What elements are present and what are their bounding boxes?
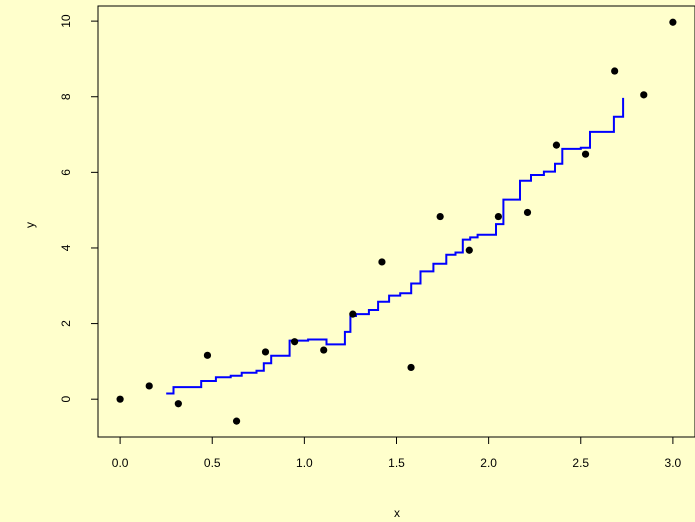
data-point	[669, 18, 677, 26]
data-point	[640, 91, 648, 99]
data-point	[320, 346, 328, 354]
data-point	[436, 212, 444, 221]
data-point	[465, 246, 473, 254]
y-axis: 0 2 4 6 8 10	[59, 14, 99, 403]
y-tick-label: 0	[59, 396, 73, 403]
x-tick-label: 1.5	[388, 456, 405, 470]
data-point	[145, 382, 153, 390]
data-point	[349, 310, 357, 318]
data-point	[378, 258, 386, 266]
data-point	[291, 338, 299, 346]
data-point	[232, 417, 241, 425]
x-tick-label: 3.0	[665, 456, 682, 470]
data-point	[261, 348, 270, 356]
data-point	[116, 395, 124, 403]
x-tick-label: 2.0	[480, 456, 497, 470]
step-line	[166, 97, 625, 395]
step-line-series	[166, 97, 625, 395]
y-tick-label: 10	[59, 14, 73, 28]
data-point	[494, 212, 502, 221]
data-point	[552, 141, 561, 149]
y-tick-label: 2	[59, 320, 73, 327]
x-tick-label: 1.0	[296, 456, 313, 470]
x-tick-label: 0.5	[204, 456, 221, 470]
data-point	[407, 363, 415, 372]
data-point	[523, 208, 532, 217]
data-point	[203, 351, 212, 359]
x-axis-label: x	[394, 506, 400, 520]
data-point	[581, 150, 590, 158]
scatter-points	[116, 18, 677, 425]
y-tick-label: 4	[59, 244, 73, 251]
x-axis: 0.0 0.5 1.0 1.5 2.0 2.5 3.0	[112, 436, 682, 470]
x-tick-label: 2.5	[572, 456, 589, 470]
data-point	[174, 400, 182, 408]
y-tick-label: 6	[59, 169, 73, 176]
y-axis-label: y	[23, 222, 37, 228]
x-tick-label: 0.0	[112, 456, 129, 470]
data-point	[611, 67, 619, 75]
plot-box	[97, 5, 695, 438]
y-tick-label: 8	[59, 93, 73, 100]
